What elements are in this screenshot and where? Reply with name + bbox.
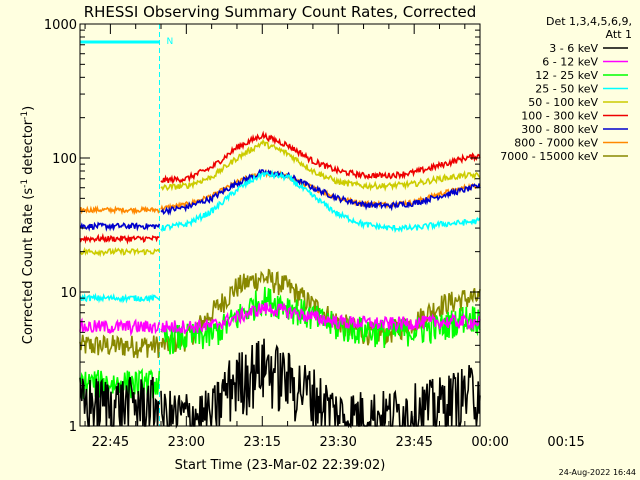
- y-tick-label-10: 10: [60, 286, 77, 301]
- series-line-0-seg0: [79, 376, 161, 427]
- series-line-5-seg0: [79, 232, 160, 245]
- x-tick-label-00:00: 00:00: [471, 435, 508, 450]
- series-line-3-seg1: [160, 169, 481, 234]
- chart-title: RHESSI Observing Summary Count Rates, Co…: [84, 3, 477, 21]
- series-line-4-seg0: [79, 246, 161, 258]
- y-axis-label-part3: ): [21, 106, 36, 111]
- series-group: [79, 130, 481, 429]
- y-axis-label-part1: Corrected Count Rate (s: [21, 188, 36, 345]
- legend-header-detectors: Det 1,3,4,5,6,9,: [546, 15, 632, 28]
- x-tick-label-23:00: 23:00: [168, 435, 205, 450]
- legend-label-7: 800 - 7000 keV: [514, 137, 598, 150]
- x-tick-label-22:45: 22:45: [92, 435, 129, 450]
- legend-label-6: 300 - 800 keV: [521, 123, 598, 136]
- series-line-4-seg1: [160, 138, 481, 192]
- series-line-6-seg0: [79, 221, 161, 232]
- y-axis-label-sup1: -1: [20, 179, 30, 188]
- x-axis-label: Start Time (23-Mar-02 22:39:02): [175, 458, 386, 473]
- series-line-5-seg1: [160, 130, 481, 185]
- series-line-8-seg0: [79, 334, 161, 359]
- y-tick-label-1000: 1000: [44, 18, 77, 33]
- y-axis-label-sup2: -1: [20, 111, 30, 120]
- y-axis-label-part2: detector: [21, 119, 36, 179]
- legend-label-4: 50 - 100 keV: [528, 96, 598, 109]
- legend-label-8: 7000 - 15000 keV: [500, 150, 598, 163]
- x-tick-label-23:30: 23:30: [319, 435, 356, 450]
- legend-label-3: 25 - 50 keV: [535, 83, 598, 96]
- legend-header-attenuator: Att 1: [606, 28, 632, 41]
- y-tick-label-1: 1: [69, 420, 77, 435]
- legend-label-5: 100 - 300 keV: [521, 110, 598, 123]
- legend-label-0: 3 - 6 keV: [549, 42, 598, 55]
- night-marker-label: N: [166, 37, 173, 47]
- y-axis-label: Corrected Count Rate (s-1 detector-1): [20, 106, 36, 344]
- series-line-0-seg1: [160, 338, 481, 429]
- series-line-7-seg0: [80, 205, 160, 216]
- plot-frame: [79, 23, 481, 427]
- series-line-2-seg1: [160, 286, 481, 355]
- x-tick-label-23:45: 23:45: [395, 435, 432, 450]
- series-line-1-seg1: [160, 302, 481, 335]
- axes: 1 10 100 1000 22:45 23:00 23:15 23:30 23:45 00:00…: [44, 18, 585, 450]
- series-line-6-seg1: [160, 168, 481, 216]
- legend-label-2: 12 - 25 keV: [535, 69, 598, 82]
- x-tick-label-00:15: 00:15: [547, 435, 584, 450]
- legend-label-1: 6 - 12 keV: [542, 56, 598, 69]
- series-line-1-seg0: [79, 317, 161, 337]
- y-tick-label-100: 100: [52, 152, 77, 167]
- series-line-3-seg0: [79, 292, 160, 304]
- series-line-2-seg0: [79, 367, 161, 400]
- x-tick-label-23:15: 23:15: [244, 435, 281, 450]
- generation-timestamp: 24-Aug-2022 16:44: [559, 468, 636, 477]
